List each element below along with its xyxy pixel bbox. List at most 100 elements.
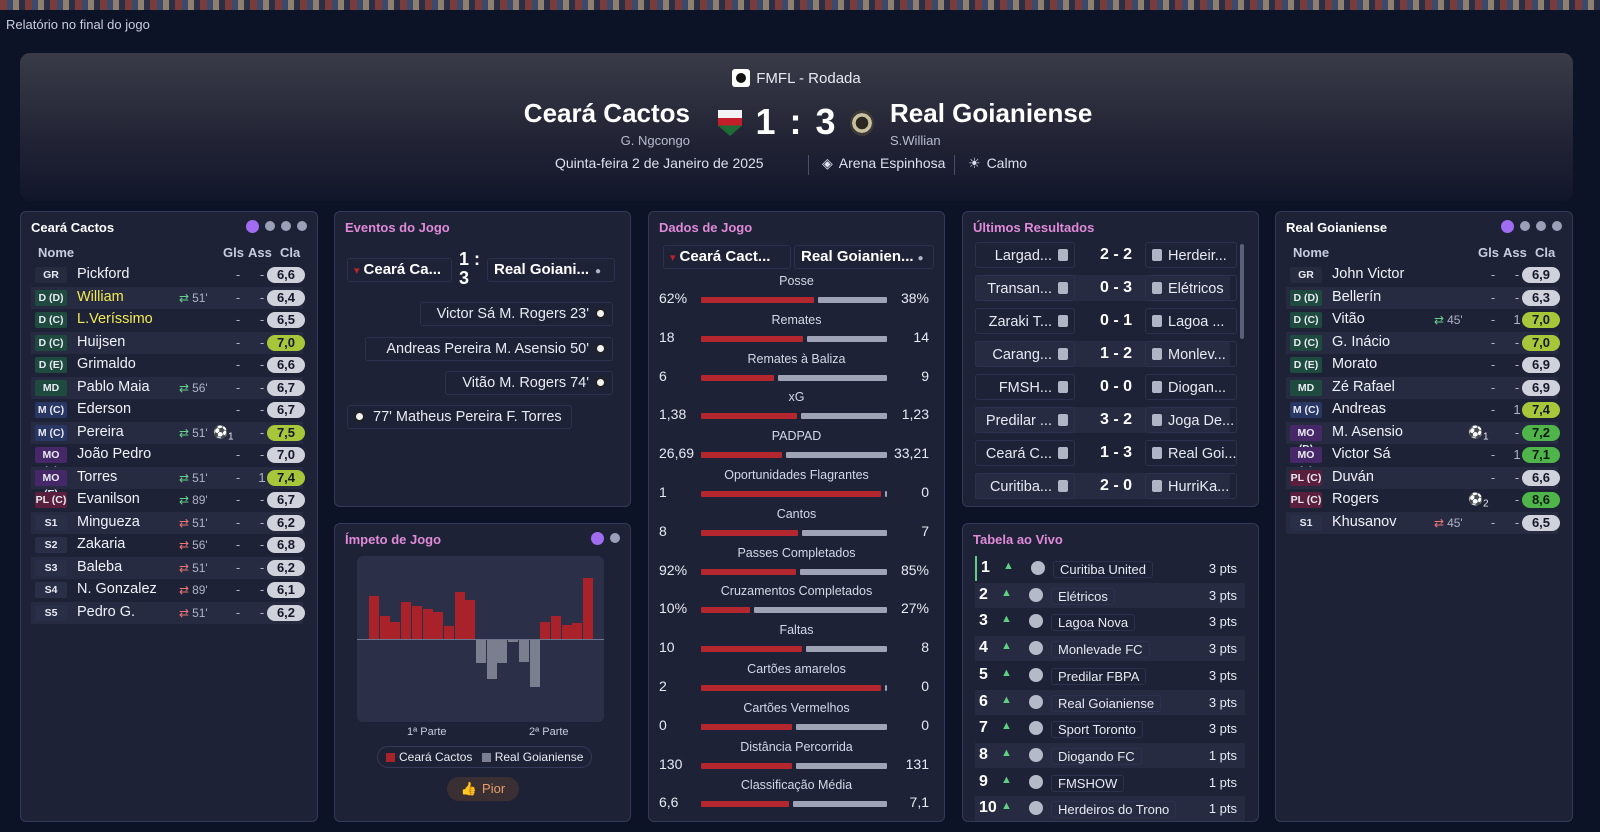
col-gls[interactable]: Gls: [223, 245, 244, 260]
player-row[interactable]: MD Pablo Maia ⇄ 56' - -6,7: [31, 376, 305, 399]
col-gls[interactable]: Gls: [1478, 245, 1499, 260]
table-team-name[interactable]: Diogando FC: [1051, 747, 1142, 765]
page-dot-1[interactable]: [246, 220, 259, 233]
player-name[interactable]: Torres: [77, 468, 118, 485]
result-row[interactable]: Carang... 1 - 2 Monlev...: [975, 341, 1237, 367]
page-dot-2[interactable]: [610, 533, 620, 543]
player-row[interactable]: GR John Victor - -6,9: [1286, 264, 1560, 286]
result-row[interactable]: Curitiba... 2 - 0 HurriKa...: [975, 473, 1237, 499]
result-home[interactable]: Transan...: [975, 275, 1075, 301]
page-dot-2[interactable]: [1520, 221, 1530, 231]
player-row[interactable]: D (C) Vitão ⇄ 45' - 1 7,0: [1286, 309, 1560, 331]
table-row[interactable]: 7 ▲ Sport Toronto 3 pts: [975, 716, 1245, 741]
page-dot-1[interactable]: [591, 532, 604, 545]
col-ass[interactable]: Ass: [1503, 245, 1527, 260]
results-scrollbar[interactable]: [1240, 244, 1244, 339]
result-away[interactable]: Real Goi...: [1145, 440, 1237, 466]
events-away-team[interactable]: Real Goiani... ●: [487, 258, 615, 282]
player-name[interactable]: Pereira: [77, 423, 124, 440]
player-row[interactable]: D (E) Grimaldo - -6,6: [31, 354, 305, 376]
player-row[interactable]: S1 Mingueza ⇄ 51' - -6,2: [31, 511, 305, 534]
player-name[interactable]: Duván: [1332, 468, 1374, 485]
player-row[interactable]: MO (E) Victor Sá - 17,1: [1286, 444, 1560, 477]
player-name[interactable]: Ederson: [77, 401, 132, 417]
table-row[interactable]: 5 ▲ Predilar FBPA 3 pts: [975, 663, 1245, 688]
result-row[interactable]: Ceará C... 1 - 3 Real Goi...: [975, 440, 1237, 466]
player-row[interactable]: PL (C) Rogers ⚽2 -8,6: [1286, 489, 1560, 511]
result-home[interactable]: Predilar ...: [975, 407, 1075, 433]
player-row[interactable]: GR Pickford - -6,6: [31, 264, 305, 286]
table-team-name[interactable]: Elétricos: [1051, 587, 1115, 605]
player-row[interactable]: S3 Baleba ⇄ 51' - -6,2: [31, 556, 305, 579]
page-dot-3[interactable]: [1536, 221, 1546, 231]
player-name[interactable]: L.Veríssimo: [77, 311, 153, 327]
result-away[interactable]: HurriKa...: [1145, 473, 1237, 499]
page-dot-3[interactable]: [281, 221, 291, 231]
result-away[interactable]: Joga De...: [1145, 407, 1237, 433]
result-home[interactable]: Curitiba...: [975, 473, 1075, 499]
result-home[interactable]: Zaraki T...: [975, 308, 1075, 334]
player-name[interactable]: Bellerín: [1332, 288, 1382, 305]
table-team-name[interactable]: Lagoa Nova: [1051, 614, 1136, 632]
col-cla[interactable]: Cla: [280, 245, 301, 260]
player-name[interactable]: Pablo Maia: [77, 378, 150, 395]
player-name[interactable]: Mingueza: [77, 513, 140, 530]
player-name[interactable]: Zakaria: [77, 536, 126, 552]
player-name[interactable]: Huijsen: [77, 333, 126, 350]
page-dot-4[interactable]: [1552, 221, 1562, 231]
player-name[interactable]: N. Gonzalez: [77, 581, 157, 597]
player-row[interactable]: PL (C) Evanilson ⇄ 89' - -6,7: [31, 489, 305, 511]
result-row[interactable]: Transan... 0 - 3 Elétricos: [975, 275, 1237, 301]
player-row[interactable]: S4 N. Gonzalez ⇄ 89' - -6,1: [31, 579, 305, 601]
page-dot-2[interactable]: [265, 221, 275, 231]
player-row[interactable]: S2 Zakaria ⇄ 56' - -6,8: [31, 534, 305, 556]
result-away[interactable]: Herdeir...: [1145, 242, 1237, 268]
player-name[interactable]: Grimaldo: [77, 356, 136, 372]
col-cla[interactable]: Cla: [1535, 245, 1556, 260]
table-row[interactable]: 3 ▲ Lagoa Nova 3 pts: [975, 609, 1245, 634]
table-row[interactable]: 2 ▲ Elétricos 3 pts: [975, 582, 1245, 608]
player-name[interactable]: William: [77, 288, 124, 305]
player-name[interactable]: Pickford: [77, 266, 130, 282]
result-away[interactable]: Diogan...: [1145, 374, 1237, 400]
player-row[interactable]: D (C) L.Veríssimo - -6,5: [31, 309, 305, 331]
table-row[interactable]: 4 ▲ Monlevade FC 3 pts: [975, 636, 1245, 662]
player-name[interactable]: G. Inácio: [1332, 333, 1391, 350]
result-away[interactable]: Lagoa ...: [1145, 308, 1237, 334]
player-row[interactable]: PL (C) Duván - -6,6: [1286, 466, 1560, 489]
result-row[interactable]: Predilar ... 3 - 2 Joga De...: [975, 407, 1237, 433]
result-home[interactable]: FMSH...: [975, 374, 1075, 400]
table-team-name[interactable]: Predilar FBPA: [1051, 667, 1147, 685]
player-name[interactable]: Vitão: [1332, 311, 1365, 327]
player-row[interactable]: D (C) G. Inácio - -7,0: [1286, 331, 1560, 354]
player-name[interactable]: Andreas: [1332, 401, 1387, 417]
table-row[interactable]: 9 ▲ FMSHOW 1 pts: [975, 770, 1245, 795]
data-home-team[interactable]: ▾ Ceará Cact...: [663, 245, 791, 269]
table-team-name[interactable]: Monlevade FC: [1051, 641, 1150, 659]
player-name[interactable]: Evanilson: [77, 491, 140, 507]
home-team-name[interactable]: Ceará Cactos: [523, 98, 690, 128]
player-row[interactable]: S1 Khusanov ⇄ 45' - -6,5: [1286, 511, 1560, 534]
table-team-name[interactable]: Sport Toronto: [1051, 721, 1143, 739]
result-home[interactable]: Ceará C...: [975, 440, 1075, 466]
col-name[interactable]: Nome: [1293, 245, 1330, 260]
player-row[interactable]: MO (E) Torres ⇄51' - 17,4: [31, 466, 305, 500]
player-row[interactable]: MO (D) M. Asensio ⚽1 -7,2: [1286, 421, 1560, 455]
player-name[interactable]: Baleba: [77, 558, 123, 575]
worst-button[interactable]: 👍 Pior: [447, 777, 519, 801]
result-home[interactable]: Carang...: [975, 341, 1075, 367]
player-row[interactable]: M (C) Ederson - -6,7: [31, 399, 305, 421]
event-goal[interactable]: Victor Sá M. Rogers 23': [420, 302, 613, 326]
result-row[interactable]: Zaraki T... 0 - 1 Lagoa ...: [975, 308, 1237, 334]
event-goal[interactable]: Vitão M. Rogers 74': [445, 371, 613, 395]
player-row[interactable]: D (D) Bellerín - -6,3: [1286, 286, 1560, 309]
away-team-name[interactable]: Real Goianiense: [890, 98, 1093, 128]
result-away[interactable]: Elétricos: [1145, 275, 1237, 301]
table-row[interactable]: 10 ▲ Herdeiros do Trono 1 pts: [975, 796, 1245, 821]
player-row[interactable]: D (D) William ⇄ 51' - -6,4: [31, 286, 305, 309]
player-name[interactable]: João Pedro: [77, 446, 152, 462]
table-team-name[interactable]: Real Goianiense: [1051, 694, 1162, 712]
page-dot-4[interactable]: [297, 221, 307, 231]
result-row[interactable]: Largad... 2 - 2 Herdeir...: [975, 242, 1237, 268]
data-away-team[interactable]: Real Goianien... ●: [794, 245, 934, 269]
